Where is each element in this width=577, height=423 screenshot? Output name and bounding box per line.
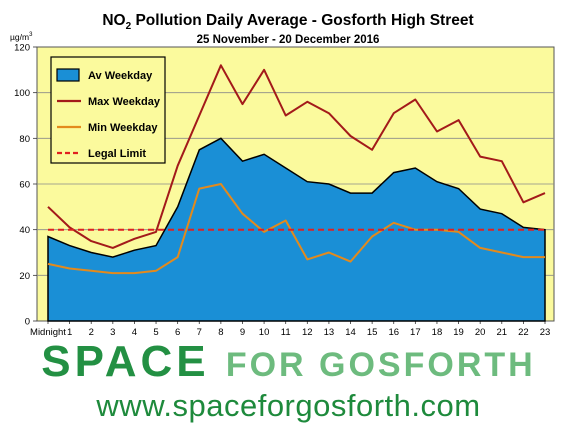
legend-label-min-weekday: Min Weekday [88,122,158,134]
y-tick-label: 20 [19,271,30,282]
x-tick-label: 23 [540,327,551,338]
x-tick-label: 17 [410,327,421,338]
chart: NO2 Pollution Daily Average - Gosforth H… [10,12,555,338]
x-tick-label: 19 [453,327,464,338]
series-min-weekday-line [47,183,545,275]
x-tick-label: 7 [197,327,202,338]
y-tick-label: 0 [25,317,30,328]
legend-label-av-weekday: Av Weekday [88,70,153,82]
x-tick-label: 20 [475,327,486,338]
brand-banner: SPACE FOR GOSFORTH www.spaceforgosforth.… [0,338,577,423]
brand-name: SPACE FOR GOSFORTH [0,338,577,389]
x-tick-label: 8 [218,327,223,338]
chart-title: NO2 Pollution Daily Average - Gosforth H… [102,12,473,32]
y-tick-label: 60 [19,180,30,191]
x-tick-label: 18 [432,327,443,338]
brand-word-for-gosforth: FOR GOSFORTH [225,346,536,384]
brand-url: www.spaceforgosforth.com [96,388,481,423]
legend-swatch-av-weekday [56,68,80,82]
y-tick-label: 80 [19,134,30,145]
x-tick-labels: Midnight 1 2 3 4 5 6 7 8 9 10 11 12 13 14 15 16 17 18 19 20 2… [30,327,550,338]
brand-word-space: SPACE [41,337,210,386]
x-tick-label: 6 [175,327,180,338]
x-tick-label: 12 [302,327,313,338]
x-tick-label: 2 [89,327,94,338]
y-tick-label: 100 [14,88,30,99]
x-tick-label: 3 [110,327,115,338]
legend-label-max-weekday: Max Weekday [88,96,161,108]
x-tick-label: 9 [240,327,245,338]
x-tick-label: 5 [153,327,158,338]
y-axis-label: µg/m3 [10,32,33,42]
x-tick-label: 10 [259,327,270,338]
x-tick-label: 16 [388,327,399,338]
legend: Av Weekday Max Weekday Min Weekday Legal Li… [50,56,166,164]
y-tick-label: 120 [14,43,30,54]
x-tick-label: 1 [67,327,72,338]
chart-subtitle: 25 November - 20 December 2016 [197,34,380,46]
series-layer [47,64,546,322]
series-av-weekday-area [47,137,546,322]
x-tick-label: 14 [345,327,356,338]
x-tick-label: 13 [324,327,335,338]
x-tick-label: 15 [367,327,378,338]
x-tick-label: 22 [518,327,529,338]
x-tick-label: 11 [281,327,291,338]
legend-label-legal-limit: Legal Limit [88,148,146,160]
y-tick-label: 40 [19,225,30,236]
x-tick-label: 21 [496,327,507,338]
x-tick-label: 4 [132,327,137,338]
x-tick-label: Midnight [30,327,66,338]
series-max-weekday-line [47,64,546,249]
y-tick-labels: 0 20 40 60 80 100 120 [14,43,30,328]
